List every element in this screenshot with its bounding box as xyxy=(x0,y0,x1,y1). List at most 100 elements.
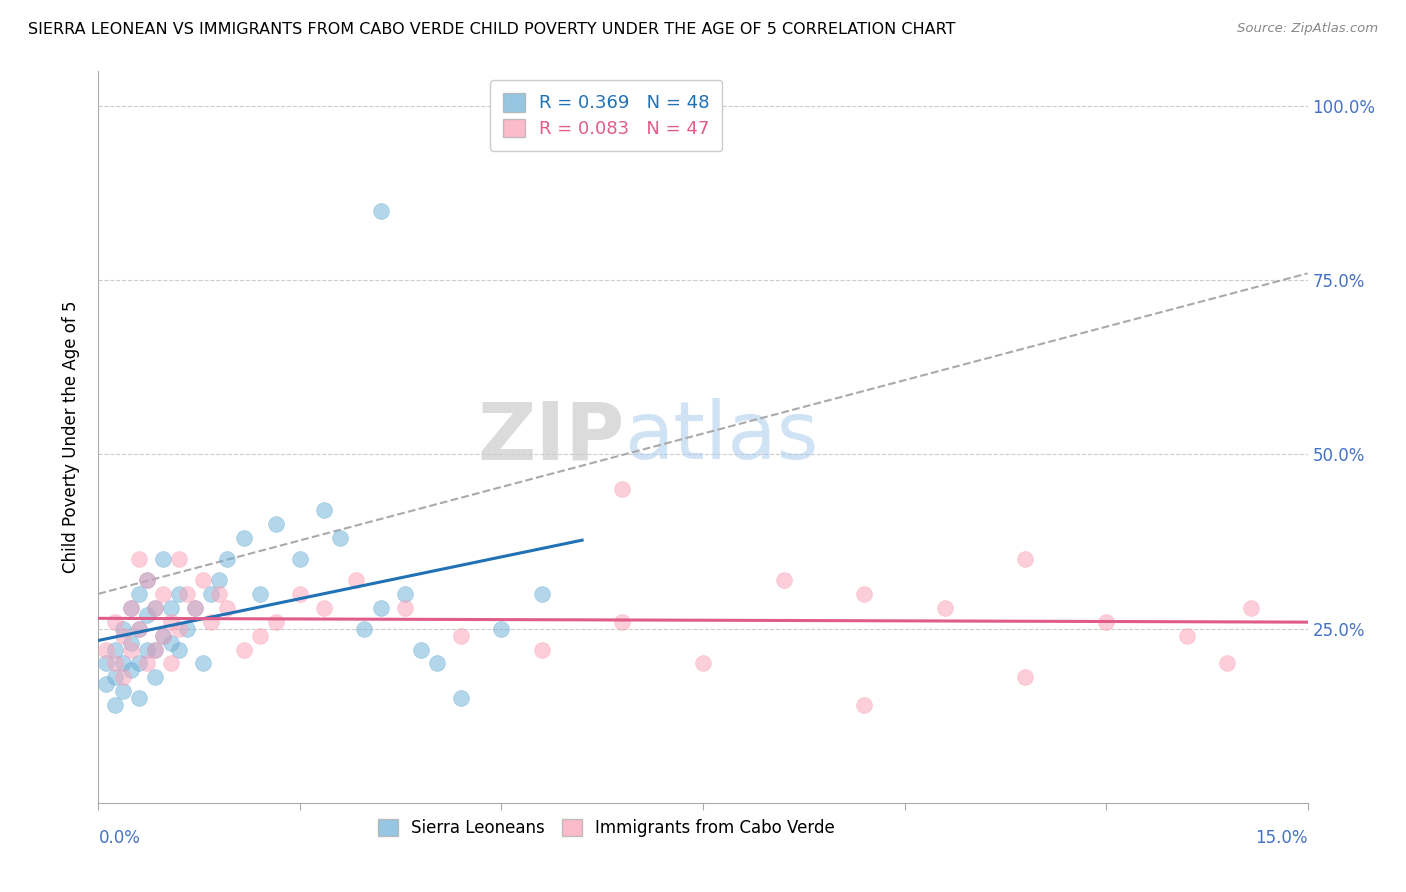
Point xyxy=(1014,670,1036,684)
Point xyxy=(288,587,311,601)
Point xyxy=(491,622,513,636)
Point xyxy=(120,664,142,678)
Point xyxy=(176,587,198,601)
Y-axis label: Child Poverty Under the Age of 5: Child Poverty Under the Age of 5 xyxy=(62,301,80,574)
Point xyxy=(111,622,134,636)
Point xyxy=(96,677,118,691)
Point xyxy=(128,691,150,706)
Point xyxy=(152,629,174,643)
Point xyxy=(128,657,150,671)
Point xyxy=(103,698,125,713)
Point xyxy=(344,573,367,587)
Point xyxy=(143,600,166,615)
Point xyxy=(853,587,876,601)
Point xyxy=(353,622,375,636)
Point xyxy=(120,600,142,615)
Point xyxy=(103,642,125,657)
Point xyxy=(103,615,125,629)
Point xyxy=(370,600,392,615)
Point xyxy=(409,642,432,657)
Point xyxy=(1175,629,1198,643)
Point xyxy=(135,573,157,587)
Point xyxy=(143,642,166,657)
Point xyxy=(217,552,239,566)
Point xyxy=(96,642,118,657)
Point xyxy=(111,670,134,684)
Point xyxy=(160,600,183,615)
Point xyxy=(249,629,271,643)
Point xyxy=(426,657,449,671)
Point xyxy=(193,573,215,587)
Point xyxy=(184,600,207,615)
Point xyxy=(329,531,352,545)
Point xyxy=(1240,600,1263,615)
Point xyxy=(249,587,271,601)
Point xyxy=(143,600,166,615)
Point xyxy=(103,670,125,684)
Point xyxy=(193,657,215,671)
Text: 0.0%: 0.0% xyxy=(98,829,141,847)
Point xyxy=(167,642,190,657)
Point xyxy=(934,600,956,615)
Point xyxy=(111,629,134,643)
Point xyxy=(120,600,142,615)
Point xyxy=(167,587,190,601)
Point xyxy=(232,642,254,657)
Point xyxy=(152,629,174,643)
Point xyxy=(314,503,336,517)
Point xyxy=(394,600,416,615)
Text: SIERRA LEONEAN VS IMMIGRANTS FROM CABO VERDE CHILD POVERTY UNDER THE AGE OF 5 CO: SIERRA LEONEAN VS IMMIGRANTS FROM CABO V… xyxy=(28,22,956,37)
Point xyxy=(128,552,150,566)
Legend: Sierra Leoneans, Immigrants from Cabo Verde: Sierra Leoneans, Immigrants from Cabo Ve… xyxy=(370,811,844,846)
Point xyxy=(612,483,634,497)
Point xyxy=(135,642,157,657)
Point xyxy=(264,517,287,532)
Point xyxy=(394,587,416,601)
Point xyxy=(1014,552,1036,566)
Point xyxy=(167,552,190,566)
Point xyxy=(200,615,222,629)
Point xyxy=(111,684,134,698)
Point xyxy=(772,573,794,587)
Point xyxy=(217,600,239,615)
Text: Source: ZipAtlas.com: Source: ZipAtlas.com xyxy=(1237,22,1378,36)
Point xyxy=(167,622,190,636)
Point xyxy=(314,600,336,615)
Point xyxy=(184,600,207,615)
Point xyxy=(176,622,198,636)
Point xyxy=(128,622,150,636)
Text: atlas: atlas xyxy=(624,398,818,476)
Point xyxy=(120,642,142,657)
Point xyxy=(612,615,634,629)
Point xyxy=(128,622,150,636)
Point xyxy=(143,642,166,657)
Point xyxy=(208,587,231,601)
Point xyxy=(96,657,118,671)
Point xyxy=(232,531,254,545)
Point xyxy=(853,698,876,713)
Point xyxy=(111,657,134,671)
Point xyxy=(288,552,311,566)
Point xyxy=(160,615,183,629)
Text: 15.0%: 15.0% xyxy=(1256,829,1308,847)
Text: ZIP: ZIP xyxy=(477,398,624,476)
Point xyxy=(1095,615,1118,629)
Point xyxy=(530,587,553,601)
Point xyxy=(450,691,472,706)
Point xyxy=(692,657,714,671)
Point xyxy=(160,635,183,649)
Point xyxy=(200,587,222,601)
Point xyxy=(135,607,157,622)
Point xyxy=(1216,657,1239,671)
Point xyxy=(135,657,157,671)
Point xyxy=(450,629,472,643)
Point xyxy=(530,642,553,657)
Point xyxy=(152,552,174,566)
Point xyxy=(152,587,174,601)
Point xyxy=(135,573,157,587)
Point xyxy=(264,615,287,629)
Point xyxy=(160,657,183,671)
Point xyxy=(103,657,125,671)
Point xyxy=(128,587,150,601)
Point xyxy=(370,203,392,218)
